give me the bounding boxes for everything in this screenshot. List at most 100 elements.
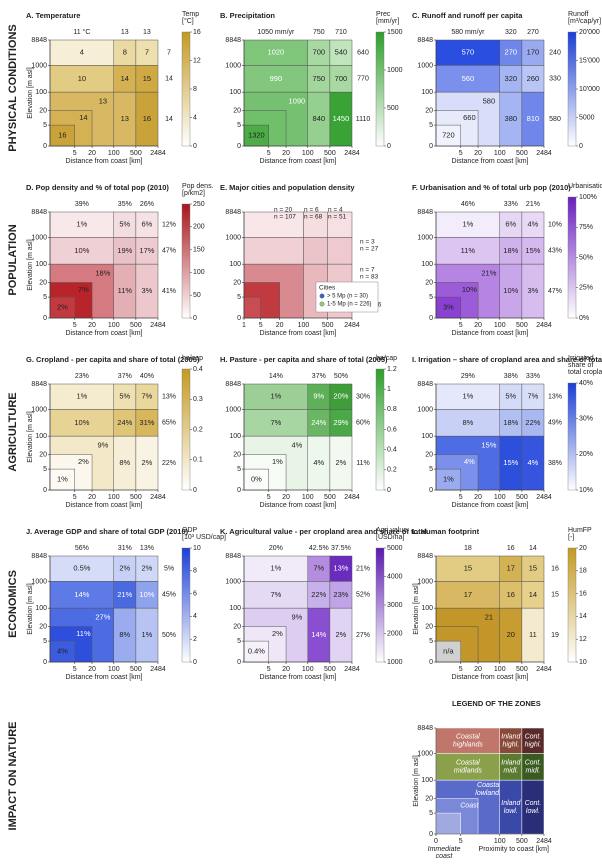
cell-label: 22%: [525, 418, 540, 427]
cell-label: 2%: [272, 629, 283, 638]
y-tick-label: 8848: [31, 37, 47, 44]
x-tick-label: 20: [282, 666, 290, 673]
legend-item: 1-5 Mp (n = 226): [327, 302, 372, 308]
colorbar: [181, 547, 191, 663]
column-total: 710: [335, 29, 347, 36]
y-tick-label: 0: [43, 659, 47, 666]
x-axis-label: Distance from coast [km]: [65, 158, 142, 165]
colorbar-label: Urbanisation: [568, 183, 602, 190]
y-tick-label: 1000: [225, 62, 241, 69]
colorbar-tick-label: 1500: [387, 29, 403, 36]
annotation: n = 83: [360, 274, 379, 281]
x-tick-label: 5: [459, 838, 463, 845]
y-tick-label: 20: [425, 623, 433, 630]
cell-label: 13: [121, 114, 129, 123]
x-tick-label: 2484: [150, 322, 166, 329]
column-total: 33%: [504, 201, 518, 208]
y-tick-label: 100: [229, 261, 241, 268]
cell-label: 2%: [142, 564, 153, 573]
x-tick-label: 20: [88, 494, 96, 501]
y-tick-label: 20: [425, 451, 433, 458]
colorbar-tick-label: 25%: [579, 285, 593, 292]
cell-label: 1%: [76, 220, 87, 229]
colorbar-tick-label: 0: [387, 143, 391, 150]
x-tick-label: 2484: [536, 322, 552, 329]
column-total: 37%: [118, 373, 132, 380]
y-tick-label: 0: [429, 487, 433, 494]
colorbar-tick-label: 18: [579, 568, 587, 575]
row-total: 50%: [162, 632, 176, 639]
row-total: 43%: [548, 248, 562, 255]
y-tick-label: 100: [35, 433, 47, 440]
y-tick-label: 8848: [31, 553, 47, 560]
cell-label: 2%: [78, 457, 89, 466]
y-tick-label: 0: [237, 315, 241, 322]
cell-label: 23%: [333, 590, 348, 599]
cell-label: 560: [462, 74, 475, 83]
column-total: 35%: [118, 201, 132, 208]
cell-label: 4%: [291, 440, 302, 449]
row-total: 10%: [548, 222, 562, 229]
cell-label: 6%: [505, 220, 516, 229]
colorbar: [375, 547, 385, 663]
x-tick-label: 2484: [150, 494, 166, 501]
colorbar-label: ha/cap: [182, 355, 203, 362]
zone-name: lowl.: [504, 808, 518, 815]
y-tick-label: 0: [43, 143, 47, 150]
x-tick-label: 5: [267, 150, 271, 157]
x-tick-label: 20: [88, 150, 96, 157]
column-total: 23%: [75, 373, 89, 380]
cell-label: 4%: [313, 458, 324, 467]
x-tick-label: 500: [516, 150, 528, 157]
x-tick-label: 500: [130, 494, 142, 501]
y-axis-label: Elevation [m asl]: [27, 411, 34, 462]
y-tick-label: 8848: [31, 209, 47, 216]
colorbar-tick-label: 6: [193, 590, 197, 597]
colorbar-tick-label: 10%: [579, 487, 593, 494]
x-tick-label: 2484: [536, 494, 552, 501]
cell-label: 19%: [117, 246, 132, 255]
x-axis-label: Distance from coast [km]: [451, 158, 528, 165]
cell-label: 20%: [333, 392, 348, 401]
x-tick-label: 100: [494, 838, 506, 845]
zone-cell: [327, 211, 353, 238]
y-tick-label: 0: [429, 831, 433, 838]
y-tick-label: 8848: [417, 725, 433, 732]
cell-label: 17%: [139, 246, 154, 255]
x-tick-label: 100: [108, 150, 120, 157]
colorbar-tick-label: 1.2: [387, 366, 397, 373]
y-tick-label: 1000: [417, 750, 433, 757]
x-tick-label: 5: [459, 322, 463, 329]
panel-title: L. Human footprint: [412, 527, 480, 536]
row-title: PHYSICAL CONDITIONS: [7, 24, 19, 152]
cell-label: 24%: [117, 418, 132, 427]
cell-label: 7%: [270, 590, 281, 599]
y-tick-label: 5: [429, 638, 433, 645]
colorbar-tick-label: 2: [193, 636, 197, 643]
y-tick-label: 100: [421, 605, 433, 612]
x-tick-label: 5: [267, 666, 271, 673]
colorbar-label: total cropland: [568, 369, 602, 376]
cell-label: 10%: [74, 418, 89, 427]
row-total: 240: [549, 50, 561, 57]
panel-title: I. Irrigation – share of cropland area a…: [412, 355, 602, 364]
cell-label: 3%: [142, 286, 153, 295]
cell-label: 15: [529, 564, 537, 573]
colorbar-label: Runoff: [568, 11, 589, 18]
cell-label: 1450: [333, 114, 350, 123]
zone-name: Inland: [501, 800, 521, 807]
x-tick-label: 500: [324, 494, 336, 501]
y-tick-label: 100: [229, 433, 241, 440]
column-total: 31%: [118, 545, 132, 552]
colorbar-tick-label: 250: [193, 201, 205, 208]
x-tick-label: 20: [282, 150, 290, 157]
row-total: 38%: [548, 460, 562, 467]
row-total: 65%: [162, 420, 176, 427]
cell-label: 15: [464, 564, 472, 573]
row-total: 45%: [162, 592, 176, 599]
y-tick-label: 100: [421, 777, 433, 784]
row-total: 47%: [548, 288, 562, 295]
cell-label: 4%: [528, 220, 539, 229]
x-axis-label: Distance from coast [km]: [259, 158, 336, 165]
cell-label: 2%: [119, 564, 130, 573]
